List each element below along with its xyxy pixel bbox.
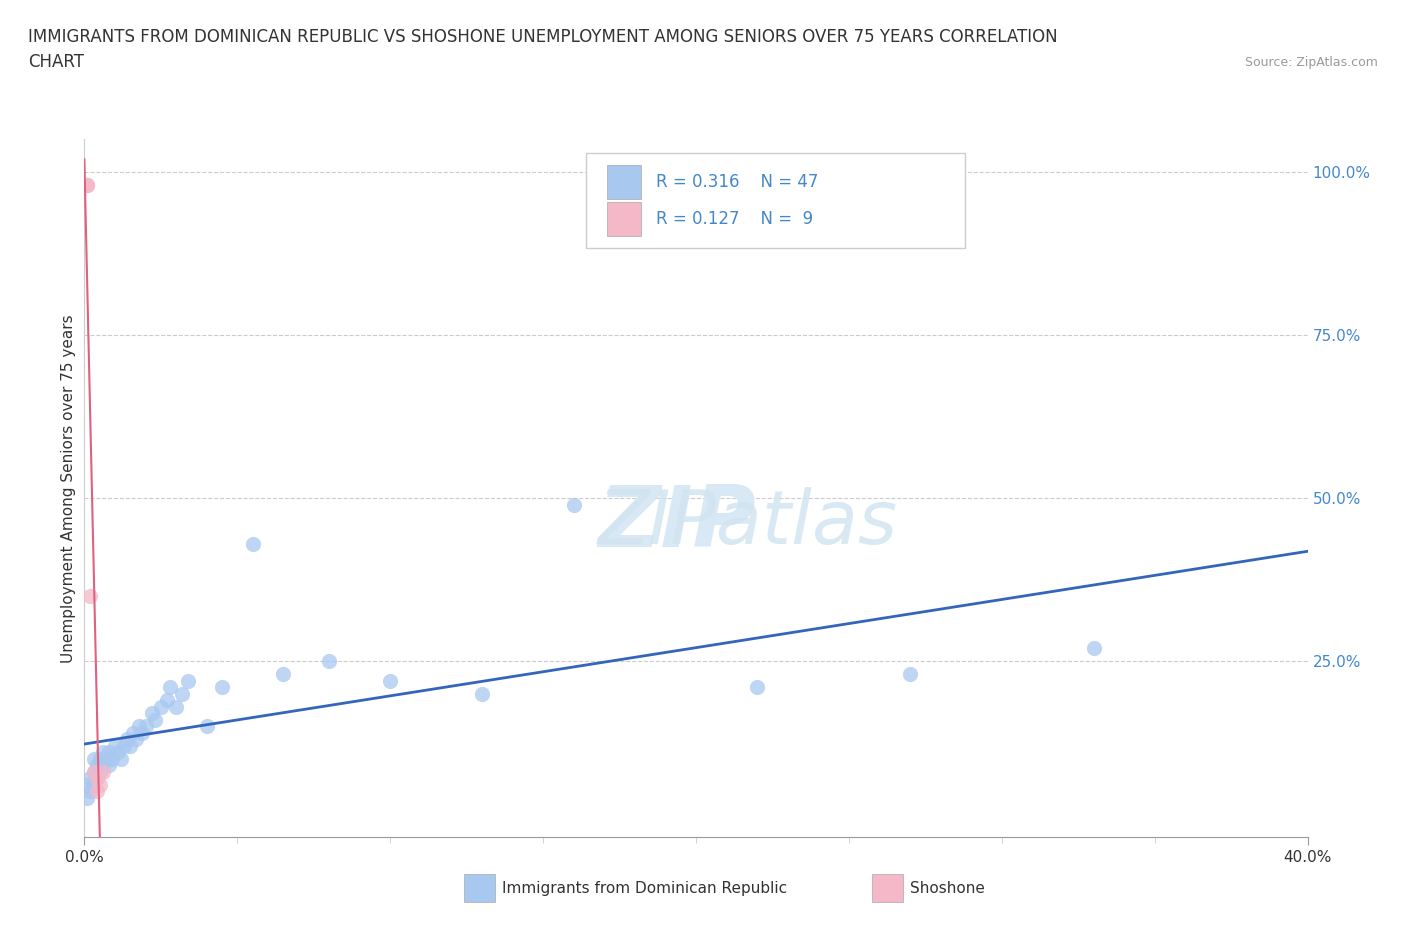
FancyBboxPatch shape bbox=[586, 153, 965, 247]
Point bbox=[141, 706, 163, 721]
Point bbox=[149, 699, 172, 714]
Text: ZIP: ZIP bbox=[598, 482, 756, 565]
Point bbox=[83, 764, 105, 779]
Point bbox=[211, 680, 233, 695]
Point bbox=[122, 725, 145, 740]
Point bbox=[97, 745, 120, 760]
Point bbox=[91, 745, 114, 760]
Point bbox=[159, 680, 181, 695]
Point bbox=[86, 771, 108, 786]
Point bbox=[471, 686, 494, 701]
FancyBboxPatch shape bbox=[606, 166, 641, 199]
Point bbox=[562, 498, 585, 512]
Point bbox=[94, 751, 117, 766]
Point bbox=[97, 758, 120, 773]
Point bbox=[242, 537, 264, 551]
Point bbox=[79, 589, 101, 604]
Text: R = 0.127    N =  9: R = 0.127 N = 9 bbox=[655, 210, 813, 228]
Point bbox=[86, 771, 108, 786]
Point bbox=[380, 673, 402, 688]
Point bbox=[89, 764, 111, 779]
Point bbox=[1083, 641, 1105, 656]
Point bbox=[86, 758, 108, 773]
Point bbox=[156, 693, 179, 708]
Point bbox=[86, 784, 108, 799]
Point bbox=[83, 751, 105, 766]
Point bbox=[79, 784, 101, 799]
Point bbox=[76, 178, 98, 193]
Point bbox=[112, 738, 135, 753]
Point bbox=[318, 654, 340, 669]
Point bbox=[747, 680, 769, 695]
Point bbox=[120, 738, 142, 753]
Point bbox=[107, 745, 129, 760]
Text: IMMIGRANTS FROM DOMINICAN REPUBLIC VS SHOSHONE UNEMPLOYMENT AMONG SENIORS OVER 7: IMMIGRANTS FROM DOMINICAN REPUBLIC VS SH… bbox=[28, 28, 1057, 71]
Point bbox=[135, 719, 157, 734]
Point bbox=[104, 738, 127, 753]
Point bbox=[125, 732, 148, 747]
Point bbox=[76, 178, 98, 193]
Point bbox=[83, 764, 105, 779]
Point bbox=[172, 686, 194, 701]
Point bbox=[128, 719, 150, 734]
Text: ZIPatlas: ZIPatlas bbox=[598, 487, 898, 559]
Text: R = 0.316    N = 47: R = 0.316 N = 47 bbox=[655, 173, 818, 191]
Point bbox=[76, 178, 98, 193]
Text: Shoshone: Shoshone bbox=[910, 881, 984, 896]
Point bbox=[195, 719, 218, 734]
Point bbox=[143, 712, 166, 727]
Point bbox=[131, 725, 153, 740]
Y-axis label: Unemployment Among Seniors over 75 years: Unemployment Among Seniors over 75 years bbox=[60, 314, 76, 662]
Point bbox=[91, 758, 114, 773]
Point bbox=[79, 771, 101, 786]
FancyBboxPatch shape bbox=[606, 203, 641, 236]
Point bbox=[89, 751, 111, 766]
Text: Source: ZipAtlas.com: Source: ZipAtlas.com bbox=[1244, 56, 1378, 69]
Point bbox=[91, 764, 114, 779]
Point bbox=[76, 777, 98, 792]
Point bbox=[110, 751, 132, 766]
Point bbox=[101, 751, 124, 766]
Point bbox=[177, 673, 200, 688]
Point bbox=[165, 699, 187, 714]
Point bbox=[83, 777, 105, 792]
Point bbox=[898, 667, 921, 682]
Point bbox=[76, 790, 98, 805]
Point bbox=[89, 777, 111, 792]
Point bbox=[271, 667, 294, 682]
Text: Immigrants from Dominican Republic: Immigrants from Dominican Republic bbox=[502, 881, 787, 896]
Point bbox=[115, 732, 138, 747]
